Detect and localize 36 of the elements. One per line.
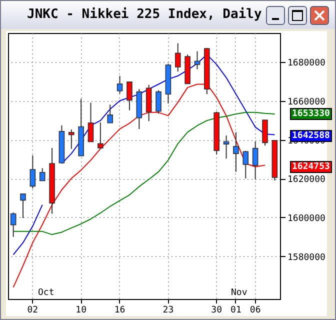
candlestick bbox=[10, 212, 16, 238]
candlestick bbox=[174, 42, 181, 72]
y-tick-label: 1620000 bbox=[288, 175, 326, 186]
candlestick bbox=[88, 102, 94, 142]
candlestick bbox=[242, 150, 249, 179]
x-tick-label: 02 bbox=[27, 306, 38, 316]
candlestick bbox=[68, 129, 74, 150]
candlestick bbox=[156, 90, 162, 114]
candlestick bbox=[233, 132, 239, 172]
candlestick bbox=[107, 104, 114, 124]
line-series bbox=[12, 112, 276, 236]
candlestick bbox=[116, 75, 123, 94]
candlestick bbox=[223, 135, 230, 160]
candlestick bbox=[98, 122, 104, 150]
candlestick bbox=[252, 140, 258, 180]
x-tick-label: 01 bbox=[230, 306, 242, 316]
x-tick-label: 10 bbox=[76, 306, 87, 316]
text: 1624753 bbox=[290, 161, 332, 173]
y-tick-label: 1580000 bbox=[288, 252, 326, 263]
x-tick-label: 06 bbox=[250, 306, 261, 316]
x-tick-label: 23 bbox=[162, 306, 174, 316]
candlestick bbox=[262, 119, 268, 146]
y-tick-label: 1660000 bbox=[288, 97, 326, 108]
annotation: Nov bbox=[231, 288, 248, 298]
candlestick bbox=[194, 50, 200, 70]
y-tick-label: 1680000 bbox=[288, 58, 326, 69]
candlestick bbox=[39, 168, 46, 182]
annotation: Oct bbox=[38, 288, 54, 298]
x-tick-label: 30 bbox=[211, 306, 222, 316]
text: 1653330 bbox=[290, 108, 332, 120]
y-tick-label: 1600000 bbox=[288, 214, 326, 224]
candlestick bbox=[30, 154, 36, 190]
candlestick bbox=[20, 193, 26, 219]
x-tick-label: 16 bbox=[114, 306, 126, 316]
chart-title: JNKC - Nikkei 225 Index, Daily bbox=[27, 7, 262, 22]
candlestick bbox=[126, 81, 132, 111]
